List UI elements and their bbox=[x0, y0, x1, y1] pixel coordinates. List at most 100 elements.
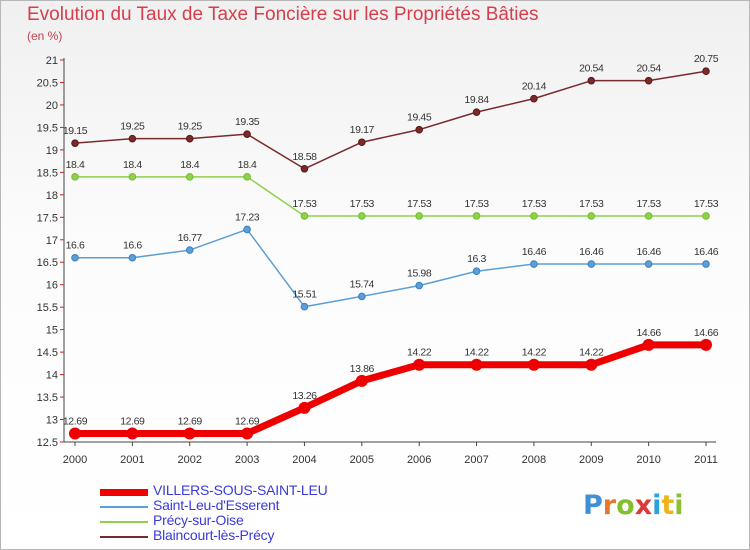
data-label: 19.35 bbox=[235, 116, 260, 128]
data-label: 17.53 bbox=[464, 198, 489, 210]
data-label: 20.54 bbox=[579, 63, 604, 75]
y-tick-label: 19 bbox=[46, 145, 58, 157]
data-point bbox=[472, 108, 481, 116]
data-label: 19.25 bbox=[178, 121, 203, 133]
data-label: 12.69 bbox=[120, 415, 145, 427]
y-tick-label: 17.5 bbox=[37, 212, 58, 224]
data-point bbox=[530, 212, 538, 220]
series-villers-sous-saint-leu: 12.69 12.69 12.69 12.69 13.26 13.86 14.22 14.22… bbox=[63, 327, 719, 440]
data-point bbox=[71, 173, 79, 181]
data-point bbox=[300, 302, 309, 311]
data-point bbox=[126, 427, 139, 440]
brand-letter: r bbox=[602, 490, 617, 521]
data-point bbox=[415, 281, 423, 290]
legend-item: Saint-Leu-d'Esserent bbox=[100, 497, 340, 514]
data-point bbox=[358, 212, 366, 220]
data-label: 20.14 bbox=[522, 81, 547, 93]
data-point bbox=[185, 246, 194, 254]
y-tick-label: 14 bbox=[46, 370, 58, 382]
y-tick-label: 18 bbox=[46, 190, 58, 202]
data-point bbox=[358, 292, 366, 301]
x-tick-label: 2000 bbox=[63, 454, 87, 466]
data-label: 14.66 bbox=[636, 327, 661, 339]
data-point bbox=[358, 138, 366, 147]
data-point bbox=[700, 338, 712, 351]
chart-legend: VILLERS-SOUS-SAINT-LEU Saint-Leu-d'Essere… bbox=[100, 482, 340, 544]
x-tick-label: 2009 bbox=[579, 454, 603, 466]
data-label: 17.53 bbox=[636, 198, 661, 210]
data-label: 14.66 bbox=[694, 327, 719, 339]
y-tick-label: 18.5 bbox=[37, 167, 58, 179]
series-line bbox=[74, 176, 707, 217]
data-point bbox=[298, 401, 311, 414]
data-label: 19.17 bbox=[350, 124, 375, 136]
data-label: 16.46 bbox=[579, 246, 604, 258]
data-point bbox=[185, 173, 194, 181]
data-label: 16.46 bbox=[636, 246, 661, 258]
legend-item: Blaincourt-lès-Précy bbox=[100, 527, 340, 544]
brand-letter: t bbox=[661, 490, 675, 521]
unit-label: (en %) bbox=[27, 29, 63, 43]
brand-letter: o bbox=[616, 490, 635, 521]
data-point bbox=[587, 76, 596, 85]
data-point bbox=[587, 260, 596, 268]
y-tick-label: 20 bbox=[46, 100, 58, 112]
data-label: 16.6 bbox=[66, 240, 85, 252]
data-label: 12.69 bbox=[235, 415, 260, 427]
chart-title: Evolution du Taux de Taxe Foncière sur l… bbox=[27, 4, 539, 25]
brand-letter: P bbox=[583, 490, 603, 521]
legend-item: VILLERS-SOUS-SAINT-LEU bbox=[100, 482, 340, 499]
x-tick-label: 2005 bbox=[350, 454, 374, 466]
data-point bbox=[71, 253, 79, 262]
data-point bbox=[128, 253, 137, 262]
data-point bbox=[530, 94, 538, 103]
data-label: 12.69 bbox=[178, 415, 203, 427]
data-label: 14.22 bbox=[407, 347, 432, 359]
data-point bbox=[243, 130, 251, 138]
data-point bbox=[355, 374, 368, 387]
brand-logo: Proxiti bbox=[583, 490, 684, 521]
data-point bbox=[415, 125, 423, 134]
y-tick-label: 16.5 bbox=[37, 257, 58, 269]
brand-letter: i bbox=[652, 490, 662, 521]
x-tick-label: 2007 bbox=[464, 454, 488, 466]
data-label: 18.4 bbox=[123, 159, 142, 171]
data-label: 17.53 bbox=[694, 198, 719, 210]
series-line bbox=[74, 228, 707, 308]
x-tick-label: 2010 bbox=[636, 454, 660, 466]
x-tick-label: 2008 bbox=[522, 454, 546, 466]
data-label: 15.98 bbox=[407, 268, 432, 280]
legend-item: Précy-sur-Oise bbox=[100, 512, 340, 529]
legend-swatch bbox=[100, 506, 148, 508]
data-point bbox=[644, 212, 653, 220]
data-point bbox=[587, 212, 596, 220]
data-label: 17.53 bbox=[522, 198, 547, 210]
data-label: 16.46 bbox=[694, 246, 719, 258]
data-point bbox=[642, 338, 655, 351]
data-label: 14.22 bbox=[522, 347, 547, 359]
x-tick-label: 2003 bbox=[235, 454, 259, 466]
data-label: 16.46 bbox=[522, 246, 547, 258]
brand-letter: i bbox=[674, 490, 684, 521]
y-tick-label: 17 bbox=[46, 235, 58, 247]
legend-swatch bbox=[100, 536, 148, 538]
data-label: 16.77 bbox=[178, 232, 203, 244]
y-tick-label: 19.5 bbox=[37, 122, 58, 134]
x-tick-label: 2004 bbox=[292, 454, 316, 466]
series-line bbox=[74, 70, 707, 170]
x-tick-label: 2001 bbox=[120, 454, 144, 466]
data-point bbox=[413, 358, 426, 371]
data-label: 14.22 bbox=[464, 347, 489, 359]
legend-label: Blaincourt-lès-Précy bbox=[153, 527, 275, 543]
y-tick-label: 15.5 bbox=[37, 302, 58, 314]
data-label: 13.26 bbox=[292, 390, 317, 402]
legend-label: VILLERS-SOUS-SAINT-LEU bbox=[153, 482, 328, 498]
data-point bbox=[185, 134, 194, 143]
data-label: 20.75 bbox=[694, 53, 719, 65]
data-point bbox=[470, 358, 483, 371]
data-label: 15.51 bbox=[292, 289, 317, 301]
x-tick-label: 2002 bbox=[177, 454, 201, 466]
x-tick-label: 2006 bbox=[407, 454, 431, 466]
